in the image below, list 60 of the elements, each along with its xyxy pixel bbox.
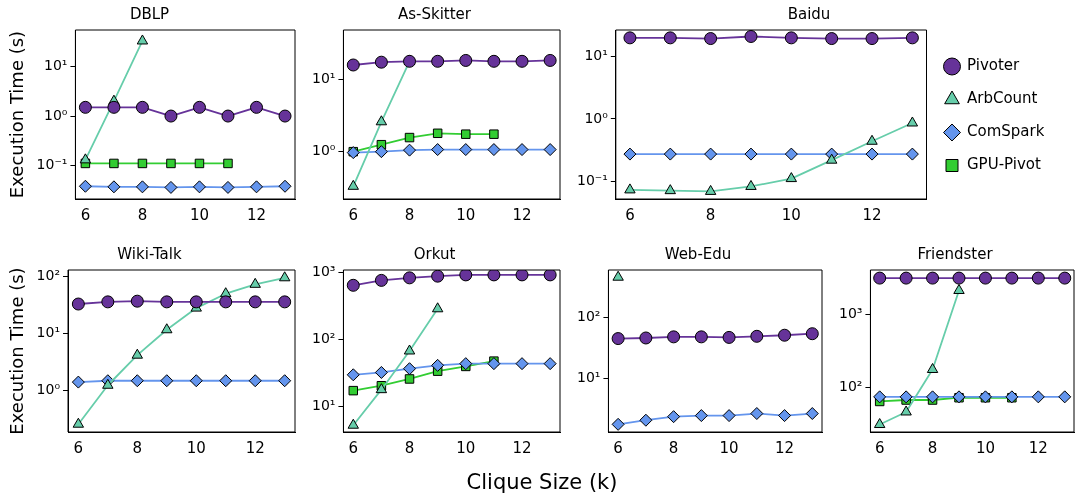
y-tick-label: 10¹ — [576, 369, 601, 386]
chart-title: Orkut — [413, 244, 456, 263]
y-tick-label: 10⁰ — [311, 142, 336, 159]
x-tick-label: 10 — [975, 438, 995, 457]
chart-title: DBLP — [129, 4, 170, 23]
x-tick-label: 10 — [781, 205, 801, 224]
y-axis-title: Execution Time (s) — [6, 267, 28, 435]
y-tick-label: 10³ — [311, 263, 336, 280]
x-tick-label: 6 — [625, 205, 635, 224]
y-tick-label: 10³ — [838, 304, 863, 321]
chart-title: As-Skitter — [397, 4, 472, 23]
chart-title: Web-Edu — [664, 244, 732, 263]
x-tick-label: 8 — [132, 438, 143, 457]
y-tick-label: 10⁻¹ — [36, 156, 68, 173]
x-tick-label: 12 — [1028, 438, 1048, 457]
x-tick-label: 10 — [186, 438, 206, 457]
legend-label: ArbCount — [967, 89, 1038, 108]
y-tick-label: 10¹ — [36, 324, 61, 341]
x-tick-label: 8 — [927, 438, 938, 457]
y-axis-title: Execution Time (s) — [6, 30, 28, 199]
x-tick-label: 8 — [705, 205, 716, 224]
x-axis-title: Clique Size (k) — [465, 470, 619, 494]
x-tick-label: 6 — [73, 438, 84, 457]
y-tick-label: 10¹ — [584, 46, 608, 63]
x-tick-label: 10 — [456, 205, 476, 224]
x-tick-label: 6 — [348, 438, 359, 457]
y-tick-label: 10² — [576, 307, 601, 324]
legend-label: GPU-Pivot — [967, 155, 1041, 174]
x-tick-label: 10 — [189, 205, 210, 224]
x-tick-label: 12 — [246, 205, 267, 224]
x-tick-label: 12 — [512, 205, 532, 224]
y-tick-label: 10¹ — [311, 397, 336, 414]
x-tick-label: 12 — [775, 438, 795, 457]
y-tick-label: 10² — [838, 377, 863, 394]
x-tick-label: 10 — [456, 438, 476, 457]
x-tick-label: 6 — [874, 438, 885, 457]
x-tick-label: 12 — [512, 438, 532, 457]
legend-label: Pivoter — [967, 56, 1021, 75]
legend-label: ComSpark — [967, 122, 1045, 141]
x-tick-label: 8 — [404, 438, 415, 457]
chart-title: Wiki-Talk — [117, 244, 182, 263]
chart-title: Friendster — [917, 244, 994, 263]
x-tick-label: 6 — [613, 438, 623, 457]
chart-title: Baidu — [787, 4, 831, 23]
x-tick-label: 8 — [668, 438, 679, 457]
x-tick-label: 10 — [719, 438, 739, 457]
x-tick-label: 6 — [80, 205, 91, 224]
x-tick-label: 6 — [348, 205, 359, 224]
y-tick-label: 10² — [311, 330, 336, 347]
y-tick-label: 10⁰ — [43, 106, 68, 123]
y-tick-label: 10⁰ — [36, 381, 61, 398]
y-tick-label: 10¹ — [43, 57, 68, 74]
y-tick-label: 10² — [36, 267, 61, 284]
x-tick-label: 8 — [404, 205, 415, 224]
y-tick-label: 10⁻¹ — [576, 172, 608, 189]
x-tick-label: 12 — [862, 205, 882, 224]
x-tick-label: 12 — [245, 438, 265, 457]
y-tick-label: 10⁰ — [584, 109, 609, 126]
y-tick-label: 10¹ — [311, 70, 336, 87]
x-tick-label: 8 — [137, 205, 148, 224]
